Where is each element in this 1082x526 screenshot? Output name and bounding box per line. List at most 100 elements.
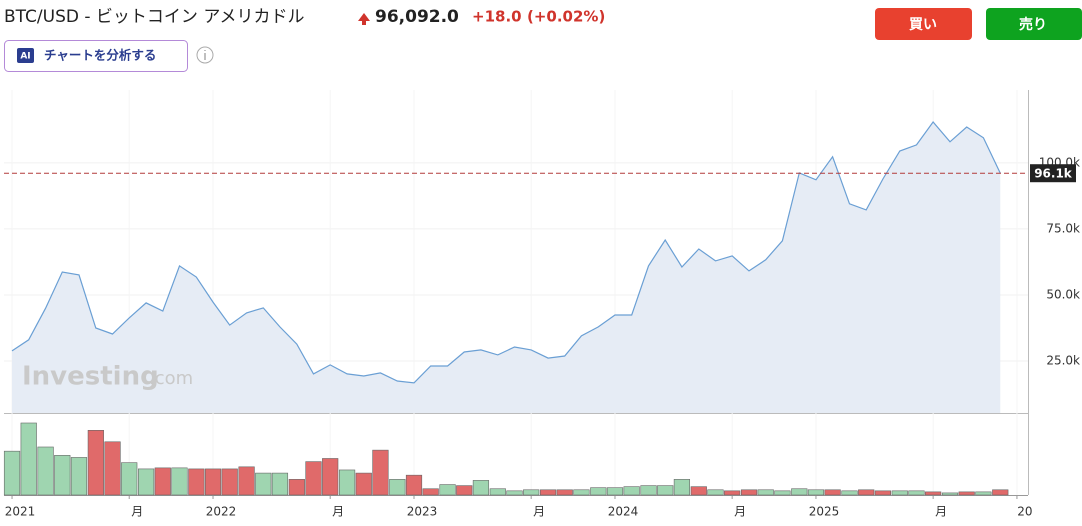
volume-bar xyxy=(3,450,21,496)
volume-bar xyxy=(623,486,640,496)
volume-bar xyxy=(539,489,557,496)
volume-bar xyxy=(188,468,205,496)
volume-bar xyxy=(372,449,389,496)
volume-bar xyxy=(154,467,171,496)
volume-bar xyxy=(657,485,674,496)
volume-bar xyxy=(70,457,88,496)
x-tick-label: 2023 xyxy=(407,505,438,519)
volume-bar xyxy=(573,489,590,496)
volume-bar xyxy=(891,490,908,496)
up-arrow xyxy=(358,13,370,25)
x-tick-label: 2024 xyxy=(608,505,639,519)
volume-bar xyxy=(238,466,255,496)
y-tick-label: 75.0k xyxy=(1046,221,1080,235)
info-icon[interactable] xyxy=(196,46,214,64)
price-line xyxy=(11,121,1001,384)
sell-button[interactable]: 売り xyxy=(986,8,1082,40)
current-price-bg xyxy=(1030,164,1076,183)
volume-bar xyxy=(389,479,406,496)
area-fill xyxy=(12,122,1001,413)
x-tick-label: 月 xyxy=(332,505,344,519)
volume-bar xyxy=(975,491,992,496)
info-circle xyxy=(196,46,214,64)
volume-bar xyxy=(673,479,691,496)
volume-bar xyxy=(590,487,607,496)
volume-bar xyxy=(707,489,724,496)
x-tick-label: 20 xyxy=(1017,505,1032,519)
current-price-tag: 96.1k xyxy=(1030,164,1076,183)
x-tick-label: 月 xyxy=(935,505,947,519)
volume-bar xyxy=(740,489,758,496)
volume-bar xyxy=(724,490,741,496)
title: BTC/USD - ビットコイン アメリカドル xyxy=(4,7,304,27)
volume-bar xyxy=(405,474,423,496)
volume-bar xyxy=(958,491,975,496)
price: 96,092.0 xyxy=(375,7,459,27)
volume-bar xyxy=(858,489,875,496)
volume-bar xyxy=(640,485,657,496)
volume-bar xyxy=(221,468,238,496)
volume-bar xyxy=(20,422,37,496)
volume-bar xyxy=(523,489,540,496)
ai-button[interactable]: AI チャートを分析する xyxy=(4,40,188,72)
buy-bg xyxy=(875,8,972,40)
x-tick-label: 月 xyxy=(734,505,746,519)
x-tick-label: 2021 xyxy=(5,505,36,519)
volume-bar xyxy=(171,467,188,496)
x-tick-label: 月 xyxy=(533,505,545,519)
volume-bar xyxy=(271,472,289,496)
ai-icon xyxy=(17,48,34,63)
change-pct: (+0.02%) xyxy=(527,8,605,26)
volume-bar xyxy=(255,472,272,496)
sell-label: 売り xyxy=(1019,16,1047,33)
volume-bar xyxy=(774,490,791,496)
volume-bar xyxy=(137,468,155,496)
volume-bar xyxy=(54,455,71,496)
buy-button[interactable]: 買い xyxy=(875,8,972,40)
y-tick-label: 25.0k xyxy=(1046,353,1080,367)
volume-bar xyxy=(556,489,573,496)
volume-bar xyxy=(841,490,858,496)
volume-bar xyxy=(757,489,774,496)
buy-label: 買い xyxy=(909,17,937,33)
volume-bar xyxy=(288,479,305,496)
volume-bar xyxy=(104,441,121,496)
volume-bar xyxy=(992,489,1009,496)
volume-bar xyxy=(338,469,356,496)
watermark-suffix: .com xyxy=(149,368,193,389)
volume-bar xyxy=(472,480,490,496)
watermark: Investing xyxy=(22,362,159,392)
volume-bar xyxy=(37,446,54,496)
volume-bar xyxy=(874,490,891,496)
volume-bar xyxy=(204,468,222,496)
volume-bar xyxy=(506,490,523,496)
volume-bar xyxy=(925,491,942,496)
volume-bar xyxy=(791,488,808,496)
ai-bg xyxy=(4,40,188,72)
x-tick-label: 月 xyxy=(131,505,143,519)
current-price-label: 96.1k xyxy=(1034,167,1073,181)
volume-bar xyxy=(489,488,506,496)
volume-bar xyxy=(121,462,138,496)
x-tick-label: 2022 xyxy=(206,505,237,519)
volume-bar xyxy=(690,486,707,496)
volume-bar xyxy=(355,472,372,496)
y-tick-label: 50.0k xyxy=(1046,287,1080,301)
volume-bar xyxy=(456,485,473,496)
sell-bg xyxy=(986,8,1082,40)
volume-bar xyxy=(439,484,456,496)
volume-bar xyxy=(807,489,825,496)
volume-bar xyxy=(422,488,439,496)
volume-bar xyxy=(908,490,925,496)
ai-label: チャートを分析する xyxy=(44,48,156,63)
ai-icon-text: AI xyxy=(20,52,30,62)
volume-bar xyxy=(305,461,322,496)
volume-bar xyxy=(606,487,624,496)
volume-bar xyxy=(87,430,104,496)
x-tick-label: 2025 xyxy=(809,505,840,519)
change: +18.0 xyxy=(472,8,522,26)
volume-bar xyxy=(941,492,959,496)
volume-bar xyxy=(824,489,841,496)
